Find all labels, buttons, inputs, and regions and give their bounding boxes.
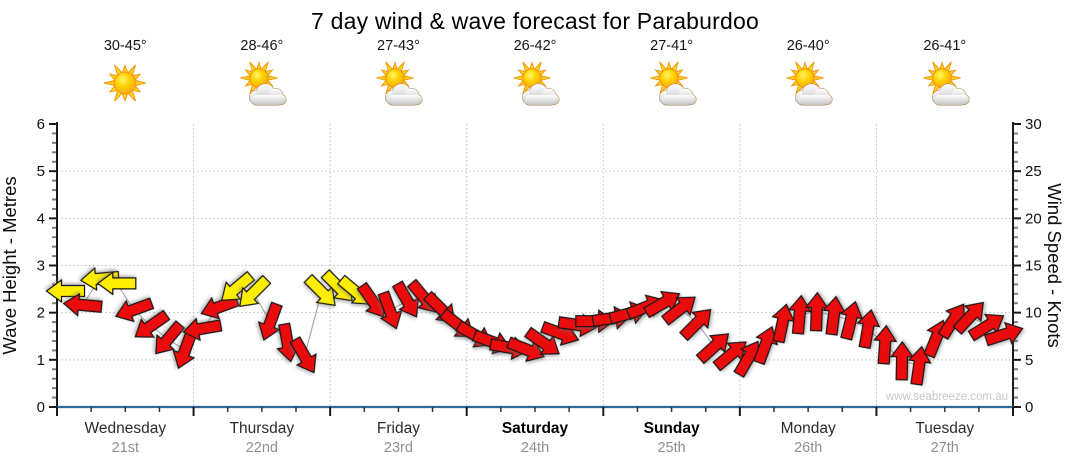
day-name: Sunday [643, 420, 700, 437]
wind-arrow [642, 290, 681, 319]
gridlines [57, 124, 1013, 407]
wind-arrow [952, 301, 984, 335]
wind-arrow [391, 280, 420, 318]
day-label-sunday: Sunday 25th [603, 420, 740, 456]
wind-arrow [289, 336, 317, 374]
svg-text:1: 1 [37, 352, 45, 369]
wind-arrow [114, 297, 155, 323]
watermark: www.seabreeze.com.au [885, 391, 1008, 403]
sun-cloud-icon [649, 60, 697, 106]
forecast-row: 30-45° 28-46° 27-43° 26-42° 27-41° 26-40° 26-4… [57, 38, 1013, 111]
wind-arrow [967, 313, 1005, 342]
svg-text:15: 15 [1025, 258, 1042, 275]
day-column-friday: 27-43° [330, 38, 467, 111]
svg-text:10: 10 [1025, 305, 1042, 322]
wind-arrow [134, 309, 171, 338]
svg-text:5: 5 [1025, 352, 1033, 369]
wind-arrow [155, 320, 186, 355]
svg-text:20: 20 [1025, 210, 1042, 227]
sun-cloud-icon [786, 60, 833, 106]
svg-text:4: 4 [37, 210, 45, 227]
sun-cloud-icon [240, 60, 287, 106]
wind-arrow [660, 296, 696, 326]
sun-cloud-icon [376, 60, 423, 106]
wind-arrow [839, 300, 864, 341]
axes: 0 1 2 3 4 5 6 0 5 10 15 20 25 30 [37, 116, 1042, 416]
day-label-saturday: Saturday 24th [467, 420, 604, 456]
day-label-monday: Monday 26th [740, 420, 877, 456]
wind-arrow [239, 274, 272, 308]
svg-text:6: 6 [37, 116, 45, 133]
day-temp: 26-42° [513, 38, 557, 54]
day-label-friday: Friday 23rd [330, 420, 467, 456]
svg-text:0: 0 [1025, 399, 1033, 416]
wind-arrow [377, 290, 403, 330]
wind-arrow [787, 294, 813, 335]
day-column-wednesday: 30-45° [57, 38, 194, 111]
svg-text:0: 0 [37, 399, 45, 416]
wind-arrow [303, 273, 336, 307]
wind-arrow-series [45, 266, 1024, 386]
day-label-row: Wednesday 21st Thursday 22nd Friday 23rd Satur… [57, 420, 1013, 456]
wind-arrow [220, 270, 256, 301]
day-column-saturday: 26-42° [467, 38, 604, 111]
svg-text:2: 2 [37, 305, 45, 322]
day-name: Wednesday [84, 420, 167, 437]
day-name: Thursday [229, 420, 295, 437]
wind-arrow [257, 301, 283, 341]
wind-arrow [873, 324, 898, 365]
svg-text:3: 3 [37, 258, 45, 275]
day-date: 25th [657, 440, 686, 456]
day-temp: 26-41° [923, 38, 967, 54]
right-axis-title: Wind Speed - Knots [1044, 183, 1065, 348]
day-label-thursday: Thursday 22nd [194, 420, 331, 456]
day-name: Monday [780, 420, 836, 437]
svg-text:30: 30 [1025, 116, 1042, 133]
day-temp: 30-45° [103, 38, 147, 54]
day-temp: 27-43° [377, 38, 420, 54]
day-column-sunday: 27-41° [603, 38, 740, 111]
day-date: 27th [930, 440, 959, 456]
day-column-monday: 26-40° [740, 38, 877, 111]
wind-arrow [889, 340, 915, 381]
svg-text:5: 5 [37, 163, 45, 180]
day-label-tuesday: Tuesday 27th [876, 420, 1013, 456]
day-date: 21st [111, 440, 139, 456]
wind-arrow [983, 321, 1024, 347]
svg-text:25: 25 [1025, 163, 1042, 180]
wind-arrow [96, 271, 137, 296]
wind-arrow [822, 295, 847, 336]
wind-arrow [182, 317, 223, 342]
day-date: 26th [794, 440, 823, 456]
day-temp: 26-40° [786, 38, 830, 54]
day-date: 22nd [245, 440, 278, 456]
wind-arrow [679, 308, 712, 342]
sun-cloud-icon [923, 60, 970, 106]
day-date: 23rd [383, 440, 413, 456]
day-name: Tuesday [915, 420, 975, 437]
wind-arrow [804, 291, 829, 332]
wind-arrow [523, 326, 560, 355]
sun-cloud-icon [513, 60, 560, 106]
day-temp: 27-41° [650, 38, 694, 54]
wind-arrow [62, 292, 103, 317]
page-title: 7 day wind & wave forecast for Paraburdo… [311, 8, 759, 34]
wind-arrow [771, 303, 796, 344]
wind-arrow [172, 329, 198, 370]
day-label-wednesday: Wednesday 21st [57, 420, 194, 456]
day-name: Friday [376, 420, 420, 437]
day-column-thursday: 28-46° [194, 38, 331, 111]
sun-icon [104, 64, 147, 102]
wind-arrow [79, 266, 120, 292]
wind-arrow [856, 308, 881, 350]
day-date: 24th [520, 440, 550, 456]
day-temp: 28-46° [240, 38, 284, 54]
day-name: Saturday [501, 420, 569, 437]
day-column-tuesday: 26-41° [876, 38, 1013, 111]
left-axis-title: Wave Height - Metres [0, 176, 20, 354]
wind-arrow [937, 303, 966, 340]
